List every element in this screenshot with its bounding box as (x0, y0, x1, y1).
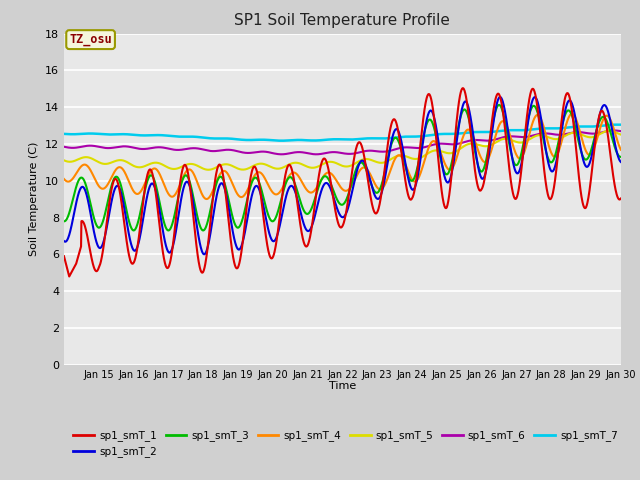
Text: TZ_osu: TZ_osu (69, 33, 112, 46)
sp1_smT_4 (411, 179, 419, 184)
sp1_smT_1 (579, 201, 587, 206)
Line: sp1_smT_3: sp1_smT_3 (64, 105, 621, 230)
sp1_smT_5 (341, 164, 349, 169)
sp1_smT_4 (60, 176, 68, 182)
sp1_smT_6 (570, 130, 578, 135)
sp1_smT_7 (617, 122, 625, 128)
sp1_smT_1 (276, 211, 284, 216)
sp1_smT_5 (605, 128, 613, 134)
sp1_smT_1 (459, 85, 467, 91)
sp1_smT_3 (579, 154, 587, 159)
sp1_smT_5 (609, 129, 616, 134)
sp1_smT_4 (570, 112, 578, 118)
sp1_smT_3 (276, 201, 284, 206)
sp1_smT_2 (60, 238, 68, 244)
sp1_smT_7 (276, 138, 284, 144)
sp1_smT_1 (570, 127, 578, 132)
Line: sp1_smT_5: sp1_smT_5 (64, 131, 621, 170)
sp1_smT_3 (60, 218, 68, 224)
sp1_smT_7 (411, 134, 419, 140)
sp1_smT_6 (341, 151, 349, 156)
sp1_smT_1 (341, 216, 349, 222)
sp1_smT_7 (570, 124, 578, 130)
sp1_smT_5 (276, 166, 284, 171)
sp1_smT_1 (60, 253, 68, 259)
sp1_smT_2 (579, 156, 587, 161)
sp1_smT_6 (610, 128, 618, 133)
sp1_smT_1 (609, 170, 616, 176)
Line: sp1_smT_6: sp1_smT_6 (64, 131, 621, 154)
sp1_smT_3 (495, 102, 503, 108)
sp1_smT_4 (276, 189, 284, 194)
sp1_smT_5 (579, 132, 586, 138)
sp1_smT_2 (411, 185, 419, 191)
sp1_smT_2 (200, 252, 208, 257)
sp1_smT_7 (579, 124, 586, 130)
sp1_smT_7 (278, 138, 285, 144)
sp1_smT_2 (609, 130, 616, 136)
sp1_smT_2 (617, 159, 625, 165)
sp1_smT_5 (205, 167, 212, 173)
sp1_smT_3 (341, 200, 349, 205)
sp1_smT_3 (609, 138, 616, 144)
sp1_smT_6 (60, 144, 68, 150)
sp1_smT_2 (570, 109, 578, 115)
sp1_smT_2 (341, 213, 349, 218)
sp1_smT_4 (609, 123, 616, 129)
sp1_smT_1 (65, 274, 73, 279)
sp1_smT_5 (617, 132, 625, 137)
sp1_smT_5 (411, 156, 419, 162)
Line: sp1_smT_7: sp1_smT_7 (64, 125, 621, 141)
sp1_smT_5 (570, 130, 578, 135)
sp1_smT_3 (570, 120, 578, 126)
sp1_smT_4 (579, 139, 587, 145)
sp1_smT_4 (568, 111, 576, 117)
sp1_smT_7 (614, 122, 621, 128)
Line: sp1_smT_2: sp1_smT_2 (64, 97, 621, 254)
sp1_smT_6 (278, 151, 285, 157)
sp1_smT_3 (617, 154, 625, 160)
sp1_smT_3 (130, 228, 138, 233)
X-axis label: Time: Time (329, 381, 356, 391)
Title: SP1 Soil Temperature Profile: SP1 Soil Temperature Profile (234, 13, 451, 28)
sp1_smT_6 (276, 151, 284, 157)
sp1_smT_4 (203, 196, 211, 202)
sp1_smT_6 (617, 128, 625, 134)
sp1_smT_6 (579, 130, 586, 135)
Y-axis label: Soil Temperature (C): Soil Temperature (C) (29, 142, 40, 256)
sp1_smT_2 (496, 94, 504, 100)
sp1_smT_6 (411, 145, 419, 151)
sp1_smT_3 (411, 174, 419, 180)
sp1_smT_7 (60, 131, 68, 137)
Legend: sp1_smT_1, sp1_smT_2, sp1_smT_3, sp1_smT_4, sp1_smT_5, sp1_smT_6, sp1_smT_7: sp1_smT_1, sp1_smT_2, sp1_smT_3, sp1_smT… (69, 426, 622, 462)
Line: sp1_smT_1: sp1_smT_1 (64, 88, 621, 276)
sp1_smT_7 (609, 122, 616, 128)
Line: sp1_smT_4: sp1_smT_4 (64, 114, 621, 199)
sp1_smT_1 (617, 196, 625, 202)
sp1_smT_2 (276, 221, 284, 227)
sp1_smT_6 (609, 128, 616, 133)
sp1_smT_7 (341, 137, 349, 143)
sp1_smT_4 (341, 188, 349, 193)
sp1_smT_5 (60, 157, 68, 163)
sp1_smT_4 (617, 147, 625, 153)
sp1_smT_1 (411, 186, 419, 192)
